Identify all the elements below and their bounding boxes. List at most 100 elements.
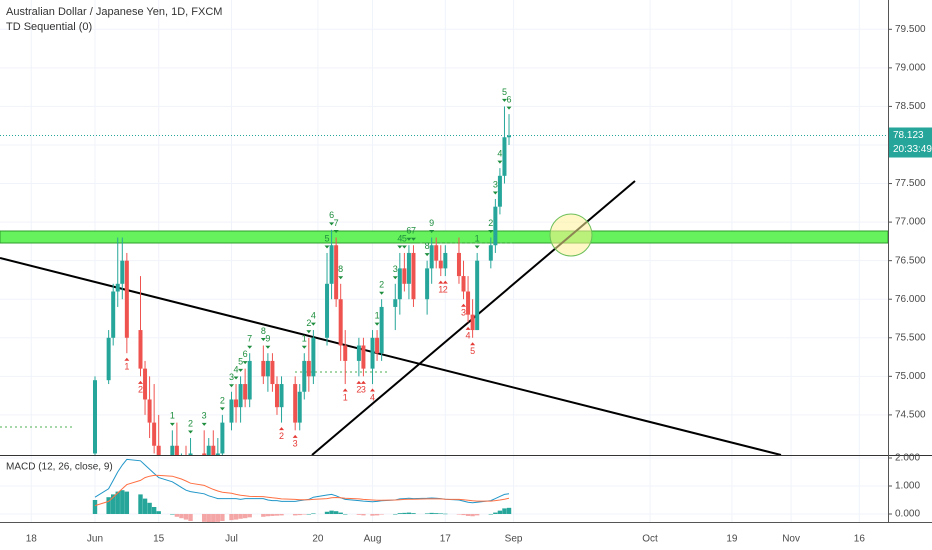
trend-line (0, 257, 782, 455)
histogram-bar (247, 513, 252, 518)
td-label: 5 (238, 357, 243, 367)
histogram-bar (338, 512, 343, 514)
histogram-bar (302, 513, 307, 515)
histogram-bar (465, 513, 471, 516)
td-arrow (292, 434, 298, 438)
histogram-bar (174, 513, 180, 517)
td-arrow (333, 230, 339, 234)
td-arrow (461, 303, 467, 307)
x-tick-label: 17 (440, 534, 452, 545)
histogram-bar (461, 513, 466, 516)
td-label: 9 (265, 334, 270, 344)
histogram-bar (201, 513, 207, 522)
td-label: 1 (375, 310, 380, 320)
td-label: 3 (461, 308, 466, 318)
candle-body (211, 445, 216, 455)
td-label: 7 (411, 226, 416, 236)
candle-body (456, 252, 461, 277)
td-label: 3 (229, 372, 234, 382)
candle-body (488, 245, 493, 261)
td-arrow (306, 330, 312, 334)
candle-body (338, 299, 343, 346)
x-tick-label: Aug (364, 534, 382, 545)
histogram-bar (188, 513, 193, 521)
candle-body (502, 137, 507, 176)
histogram-bar (297, 513, 302, 516)
td-label: 7 (334, 218, 339, 228)
histogram-bar (324, 511, 330, 514)
td-label: 8 (261, 326, 266, 336)
candle-body (438, 260, 443, 269)
td-label: 1 (438, 284, 443, 294)
td-arrow (374, 322, 380, 326)
grid (0, 0, 888, 522)
histogram-bar (438, 513, 443, 514)
candle-body (156, 445, 161, 455)
histogram-bar (424, 513, 430, 514)
candle-body (497, 175, 502, 207)
td-label: 5 (470, 346, 475, 356)
axes: 18 Jun 15 Jul 20 Aug 17 Sep Oct 19 Nov 1674.50075.0… (26, 24, 926, 545)
td-arrow (397, 245, 403, 249)
histogram-bar (292, 513, 298, 516)
histogram-bar (393, 513, 398, 515)
candle-body (106, 337, 111, 381)
candle-body (493, 206, 498, 246)
candle-body (143, 368, 148, 400)
candle-body (202, 453, 207, 455)
td-arrow (242, 361, 248, 365)
candle-body (247, 360, 252, 400)
x-tick-label: 16 (854, 534, 866, 545)
candle-body (393, 299, 398, 307)
td-label: 2 (443, 284, 448, 294)
candle-body (343, 345, 348, 361)
price-label: 78.123 (893, 130, 924, 141)
candle-body (402, 268, 407, 284)
candle-body (411, 252, 416, 300)
td-arrow (338, 276, 344, 280)
candle-body (170, 445, 175, 455)
y-tick-label: 79.500 (895, 24, 926, 35)
signal-line (94, 474, 510, 507)
td-label: 4 (370, 392, 375, 402)
td-label: 8 (338, 264, 343, 274)
y-tick-label: 75.000 (895, 371, 926, 382)
macd-legend: MACD (12, 26, close, 9) (6, 462, 113, 473)
candle-body (334, 245, 339, 300)
td-label: 5 (325, 233, 330, 243)
candle-body (124, 260, 129, 338)
histogram-bar (429, 512, 434, 514)
td-arrow (410, 237, 416, 241)
histogram-bar (333, 511, 339, 514)
x-tick-label: Oct (642, 534, 658, 545)
candle-body (188, 453, 193, 455)
td-label: 3 (361, 385, 366, 395)
td-arrow (356, 380, 362, 384)
td-label: 1 (302, 334, 307, 344)
candle-body (325, 283, 330, 338)
td-arrow (279, 427, 285, 431)
td-label: 3 (202, 411, 207, 421)
candle-body (311, 337, 316, 377)
candle-body (306, 360, 311, 377)
candle-body (370, 337, 375, 369)
candle-body (297, 391, 302, 423)
td-arrow (429, 230, 435, 234)
td-label: 2 (188, 418, 193, 428)
candle-body (152, 422, 157, 446)
histogram-bar (151, 506, 157, 514)
td-label: 3 (393, 264, 398, 274)
td-arrow (497, 160, 503, 164)
histogram-bar (306, 513, 312, 515)
chart-title: Australian Dollar / Japanese Yen, 1D, FX… (6, 6, 222, 18)
td-label: 1 (124, 362, 129, 372)
td-arrow (247, 345, 253, 349)
td-label: 8 (425, 241, 430, 251)
td-label: 6 (507, 95, 512, 105)
histogram-bar (106, 497, 111, 514)
histogram-bar (270, 513, 275, 516)
histogram-bar (379, 513, 384, 515)
td-arrow (260, 337, 266, 341)
histogram-bar (92, 499, 98, 514)
